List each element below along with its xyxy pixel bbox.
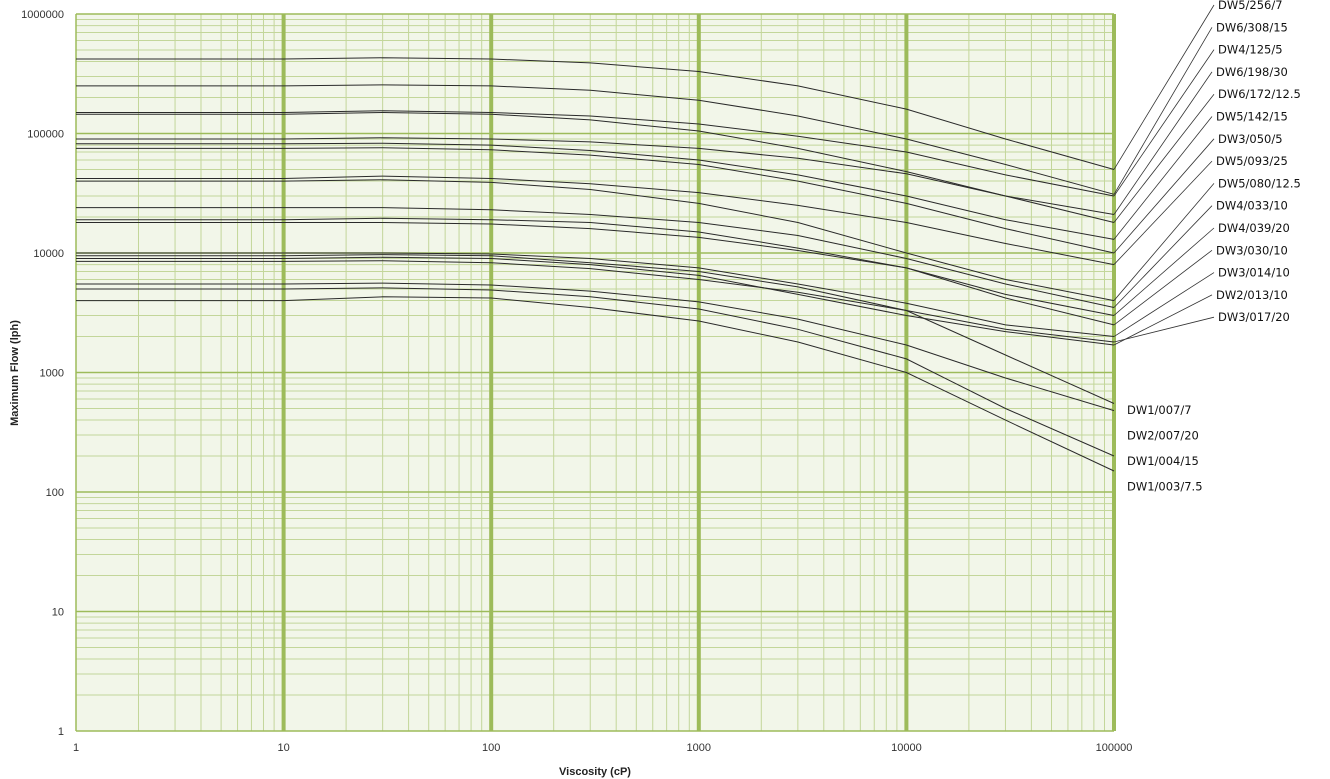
y-axis-title: Maximum Flow (lph) xyxy=(9,320,21,426)
series-label: DW6/172/12.5 xyxy=(1218,87,1301,101)
series-line xyxy=(76,111,1115,215)
y-tick-label: 1000000 xyxy=(21,9,64,21)
series-line xyxy=(76,175,1115,266)
label-leader xyxy=(1113,316,1215,343)
label-leader xyxy=(1113,249,1213,326)
series-label: DW1/004/15 xyxy=(1127,454,1199,468)
x-tick-label: 1000 xyxy=(687,742,711,754)
series-label: DW2/007/20 xyxy=(1127,429,1199,443)
y-tick-label: 1000 xyxy=(40,368,64,380)
series-label: DW6/198/30 xyxy=(1216,65,1288,79)
label-leader xyxy=(1113,93,1215,223)
series-label: DW4/125/5 xyxy=(1218,43,1283,57)
series-label: DW5/142/15 xyxy=(1216,110,1288,124)
label-leader xyxy=(1113,27,1213,195)
label-leaders xyxy=(1113,4,1215,346)
series-label: DW3/050/5 xyxy=(1218,132,1283,146)
series-line xyxy=(76,252,1115,337)
series-label: DW1/003/7.5 xyxy=(1127,480,1203,494)
series-label: DW4/033/10 xyxy=(1216,199,1288,213)
x-tick-label: 1 xyxy=(73,742,79,754)
label-leader xyxy=(1113,272,1215,337)
series-label: DW4/039/20 xyxy=(1218,221,1290,235)
x-tick-label: 10 xyxy=(277,742,289,754)
y-tick-label: 1 xyxy=(58,726,64,738)
label-leader xyxy=(1113,160,1213,265)
series-line xyxy=(76,260,1115,343)
series-line xyxy=(76,296,1115,472)
series-label: DW6/308/15 xyxy=(1216,20,1288,34)
series-line xyxy=(76,256,1115,346)
label-leader xyxy=(1113,4,1215,170)
series-label: DW5/080/12.5 xyxy=(1218,176,1301,190)
series-label: DW3/030/10 xyxy=(1216,243,1288,257)
series-line xyxy=(76,179,1115,302)
x-tick-label: 100000 xyxy=(1096,742,1133,754)
label-leader xyxy=(1113,294,1213,346)
label-leader xyxy=(1113,71,1213,215)
series-label: DW3/014/10 xyxy=(1218,266,1290,280)
y-tick-label: 10000 xyxy=(33,248,64,260)
series-label: DW2/013/10 xyxy=(1216,288,1288,302)
series-label: DW3/017/20 xyxy=(1218,310,1290,324)
x-tick-label: 100 xyxy=(482,742,500,754)
series-label: DW5/093/25 xyxy=(1216,154,1288,168)
series-line xyxy=(76,57,1115,170)
series-label: DW1/007/7 xyxy=(1127,403,1192,417)
series-line xyxy=(76,222,1115,326)
label-leader xyxy=(1113,227,1215,316)
series-labels: DW5/256/7 DW6/308/15 DW4/125/5 DW6/198/30 DW… xyxy=(1127,0,1301,494)
y-tick-label: 100000 xyxy=(27,129,64,141)
y-tick-label: 10 xyxy=(52,607,64,619)
series-lines xyxy=(76,57,1115,472)
series-line xyxy=(76,137,1115,223)
y-axis-ticks: 1 10 100 1000 10000 100000 1000000 xyxy=(21,9,64,738)
label-leader xyxy=(1113,183,1215,301)
label-leader xyxy=(1113,49,1215,197)
series-label: DW5/256/7 xyxy=(1218,0,1283,12)
series-line xyxy=(76,207,1115,308)
x-axis-ticks: 1 10 100 1000 10000 100000 xyxy=(73,742,1132,754)
series-line xyxy=(76,110,1115,197)
x-tick-label: 10000 xyxy=(891,742,922,754)
x-axis-title: Viscosity (cP) xyxy=(559,766,631,778)
series-line xyxy=(76,217,1115,316)
series-line xyxy=(76,84,1115,195)
series-line xyxy=(76,254,1115,404)
series-line xyxy=(76,282,1115,412)
label-leader xyxy=(1113,138,1215,254)
label-leader xyxy=(1113,116,1213,240)
series-line xyxy=(76,287,1115,457)
series-line xyxy=(76,147,1115,254)
y-tick-label: 100 xyxy=(46,487,64,499)
label-leader xyxy=(1113,205,1213,308)
series-line xyxy=(76,142,1115,240)
